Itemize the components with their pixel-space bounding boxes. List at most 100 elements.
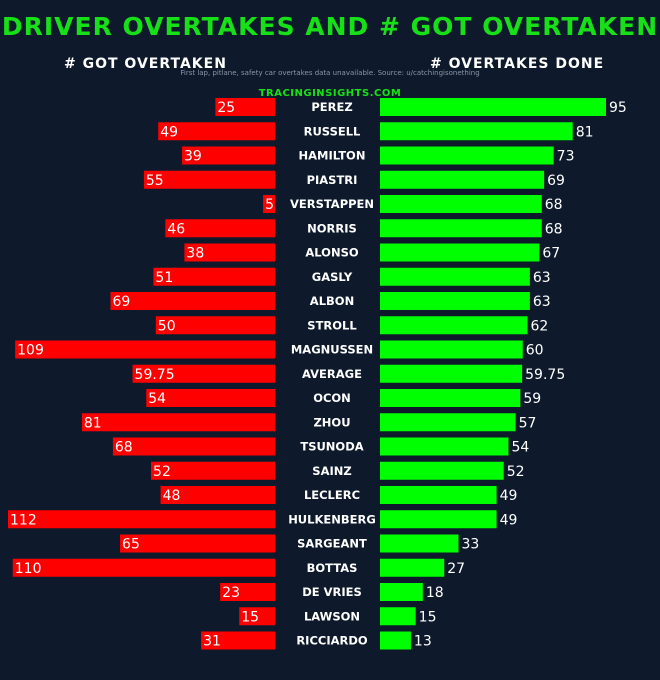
overtakes-done-bar: [380, 413, 516, 432]
driver-name-label: ALBON: [310, 294, 354, 308]
driver-name-label: AVERAGE: [302, 367, 362, 381]
watermark: TRACINGINSIGHTS.COM: [258, 88, 402, 99]
driver-name-label: TSUNODA: [300, 440, 363, 454]
overtakes-done-value-label: 59: [523, 391, 541, 407]
got-overtaken-value-label: 39: [184, 149, 202, 165]
overtakes-done-bar: [380, 122, 573, 141]
driver-name-label: SARGEANT: [297, 537, 367, 551]
got-overtaken-bar: [15, 340, 275, 359]
got-overtaken-value-label: 59.75: [135, 367, 175, 383]
got-overtaken-bar: [146, 389, 275, 407]
got-overtaken-bar: [151, 461, 275, 480]
got-overtaken-bar: [132, 364, 275, 383]
driver-name-label: HULKENBERG: [288, 512, 376, 526]
got-overtaken-value-label: 50: [158, 318, 176, 334]
got-overtaken-bar: [184, 243, 275, 262]
overtakes-done-value-label: 95: [609, 100, 627, 116]
driver-name-label: OCON: [313, 391, 351, 405]
driver-name-label: GASLY: [312, 270, 353, 284]
overtakes-done-value-label: 73: [557, 149, 575, 165]
got-overtaken-bar: [160, 486, 275, 504]
overtakes-done-bar: [380, 243, 540, 262]
got-overtaken-value-label: 5: [265, 197, 274, 213]
chart-title: DRIVER OVERTAKES AND # GOT OVERTAKEN: [1, 12, 659, 41]
got-overtaken-value-label: 54: [148, 391, 166, 407]
got-overtaken-bar: [110, 292, 275, 310]
overtakes-done-bar: [380, 534, 459, 553]
got-overtaken-value-label: 15: [241, 609, 259, 625]
overtakes-done-value-label: 52: [507, 464, 525, 480]
overtakes-done-value-label: 81: [576, 124, 594, 140]
got-overtaken-value-label: 81: [84, 415, 102, 431]
overtakes-done-bar: [380, 267, 530, 286]
overtakes-done-bar: [380, 340, 523, 359]
overtakes-done-bar: [380, 219, 542, 238]
got-overtaken-value-label: 68: [115, 440, 133, 456]
driver-name-label: ALONSO: [305, 246, 359, 260]
overtakes-done-value-label: 68: [545, 197, 563, 213]
overtakes-done-bar: [380, 607, 416, 626]
got-overtaken-bar: [12, 558, 276, 577]
got-overtaken-bar: [8, 510, 275, 529]
driver-name-label: MAGNUSSEN: [291, 343, 373, 357]
got-overtaken-value-label: 112: [10, 512, 37, 528]
overtakes-done-bar: [380, 583, 423, 601]
overtakes-done-bar: [380, 364, 523, 383]
driver-name-label: VERSTAPPEN: [290, 197, 374, 211]
driver-name-label: LECLERC: [304, 488, 360, 502]
overtakes-done-bar: [380, 316, 528, 335]
got-overtaken-bar: [220, 583, 275, 601]
driver-name-label: RICCIARDO: [296, 634, 368, 648]
overtakes-done-bar: [380, 461, 504, 480]
got-overtaken-bar: [239, 607, 275, 626]
overtakes-done-bar: [380, 170, 545, 189]
driver-name-label: LAWSON: [304, 609, 360, 623]
driver-name-label: RUSSELL: [304, 124, 361, 138]
overtakes-done-value-label: 69: [547, 173, 565, 189]
chart-subtitle: First lap, pitlane, safety car overtakes…: [180, 69, 480, 77]
got-overtaken-bar: [182, 146, 275, 165]
got-overtaken-value-label: 25: [217, 100, 235, 116]
got-overtaken-bar: [263, 195, 275, 213]
got-overtaken-value-label: 69: [113, 294, 131, 310]
overtakes-done-bar: [380, 98, 606, 116]
got-overtaken-bar: [155, 316, 275, 335]
overtakes-done-bar: [380, 146, 554, 165]
overtakes-done-value-label: 33: [462, 537, 480, 553]
overtakes-done-value-label: 63: [533, 270, 551, 286]
overtakes-done-value-label: 59.75: [525, 367, 565, 383]
overtakes-done-value-label: 67: [542, 246, 560, 262]
overtakes-done-value-label: 49: [500, 512, 518, 528]
driver-name-label: BOTTAS: [307, 561, 358, 575]
got-overtaken-bar: [158, 122, 275, 141]
got-overtaken-bar: [81, 413, 275, 432]
right-series-header: # OVERTAKES DONE: [430, 56, 605, 72]
got-overtaken-value-label: 48: [163, 488, 181, 504]
overtakes-done-value-label: 15: [419, 609, 437, 625]
got-overtaken-bar: [112, 437, 276, 456]
got-overtaken-value-label: 110: [15, 561, 42, 577]
got-overtaken-value-label: 52: [153, 464, 171, 480]
overtakes-done-value-label: 63: [533, 294, 551, 310]
left-series-header: # GOT OVERTAKEN: [64, 56, 227, 72]
overtakes-done-value-label: 18: [426, 585, 444, 601]
got-overtaken-bar: [120, 534, 275, 553]
overtakes-done-value-label: 60: [526, 343, 544, 359]
overtakes-done-value-label: 62: [530, 318, 548, 334]
got-overtaken-value-label: 55: [146, 173, 164, 189]
got-overtaken-value-label: 23: [222, 585, 240, 601]
overtakes-done-bar: [380, 195, 542, 213]
overtakes-done-value-label: 68: [545, 221, 563, 237]
driver-name-label: PEREZ: [311, 100, 352, 114]
overtakes-done-value-label: 54: [511, 440, 529, 456]
driver-name-label: PIASTRI: [307, 173, 358, 187]
driver-name-label: STROLL: [307, 318, 357, 332]
got-overtaken-bar: [215, 98, 275, 116]
got-overtaken-value-label: 49: [160, 124, 178, 140]
overtakes-done-bar: [380, 558, 445, 577]
overtakes-done-bar: [380, 437, 509, 456]
overtakes-done-value-label: 57: [519, 415, 537, 431]
overtakes-done-value-label: 27: [447, 561, 465, 577]
driver-name-label: HAMILTON: [299, 149, 366, 163]
